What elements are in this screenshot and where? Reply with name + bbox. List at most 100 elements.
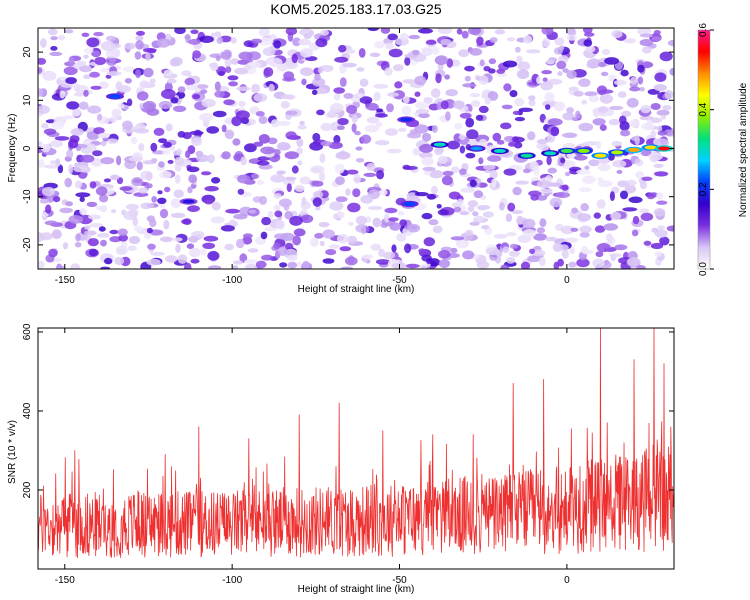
spectrogram-cell [608,75,615,82]
spectrogram-cell [469,93,481,98]
spectrogram-cell [280,100,290,109]
spectrogram-cell [94,57,107,65]
spectrogram-cell [339,246,352,252]
spectrogram-cell [221,124,227,133]
spectrogram-cell [243,233,253,239]
spectrogram-cell [528,190,542,197]
spectrogram-cell [669,67,674,76]
spectrogram-cell [286,183,292,193]
spectrogram-cell [259,195,267,205]
spectrogram-cell [83,230,97,236]
spectrogram-cell [468,28,481,35]
spectrogram-cell [634,135,640,146]
spectrogram-cell [649,117,662,124]
spectrogram-cell [459,112,472,119]
spectrogram-cell [545,104,551,110]
snr-x-tick-label: -100 [222,575,242,586]
spectrogram-cell [145,171,153,181]
spectrogram-cell [653,30,661,35]
spectrogram-cell [159,170,172,179]
spectrogram-cell [547,167,557,174]
spectrogram-cell [487,155,502,162]
spectrogram-cell [666,225,674,232]
spectrogram-cell [210,62,219,71]
spectrogram-cell [418,112,430,119]
spectrogram-cell [533,166,540,176]
spectrogram-cell [187,186,193,194]
spectrogram-cell [593,107,599,118]
spectrogram-cell [651,227,659,233]
spectrogram-cell [508,141,516,147]
spectrogram-cell [373,91,381,101]
spectrogram-cell [379,189,388,196]
snr-x-ticks: -150 -100 -50 0 [55,328,570,586]
spectrogram-cell [60,83,74,88]
spectrogram-cell [147,48,157,54]
spectrogram-cell [157,197,167,204]
spectrogram-cell [347,235,358,244]
spectrogram-cell [465,229,474,236]
spectrogram-cell [515,46,521,53]
spectrogram-cell [76,60,87,67]
spectrogram-cell [582,175,596,184]
spectrogram-cell [51,229,62,240]
spectrogram-cell [317,66,324,74]
spectrogram-cell [576,258,590,268]
spectrogram-cell [356,67,365,72]
spectrogram-cell [73,165,88,173]
spectrogram-cell [339,77,347,87]
spectrogram-cell [293,228,306,237]
snr-x-axis-label: Height of straight line (km) [298,584,415,595]
spectrogram-cell [300,48,313,58]
spectrogram-cell [650,103,661,110]
spectrogram-cell [506,257,516,264]
spectrogram-cell [132,217,139,227]
spectrogram-cell [38,141,43,146]
spectrogram-cell [243,64,253,71]
spectrogram-cell [96,233,110,238]
spectrogram-cell [41,123,49,129]
spectrogram-cell [653,84,667,92]
spectrogram-cell [312,197,322,207]
snr-x-tick-label: 0 [564,575,570,586]
spectrogram-cell [612,160,627,168]
spectrogram-cell [650,242,664,250]
spectrogram-cell [597,180,613,188]
spectrogram-cell [81,32,90,37]
spectrogram-cell [116,85,132,93]
spectrogram-cell [92,150,103,157]
spectrogram-cell [188,174,197,184]
spectrogram-cell [273,40,282,49]
spectrogram-cell [235,110,250,120]
spectrogram-cell [389,222,402,231]
spectrogram-cell [363,172,377,177]
spectrogram-cell [320,122,333,132]
spectrogram-cell [354,130,361,136]
spectrogram-cell [456,28,463,35]
spectrogram-cell [364,124,379,133]
spectrogram-cell [641,176,653,181]
spectrogram-cell [78,65,93,73]
spectrogram-cell [635,171,644,179]
spectrogram-cell [384,213,390,223]
spectrogram-cell [659,236,670,246]
spectrogram-cell [228,81,239,87]
spectrogram-cell [565,28,576,35]
spectrogram-cell [39,198,49,204]
spectrogram-cell [124,78,132,84]
spectrogram-cell [485,247,500,256]
spectrogram-cell [174,28,186,35]
spectrogram-cell [442,170,454,177]
snr-y-axis-label: SNR (10 * v/v) [7,420,18,484]
spectrogram-x-tick-label: -50 [392,275,407,286]
spectrogram-feature [493,148,506,153]
spectrogram-cell [627,257,641,267]
spectrogram-x-ticks: -150 -100 -50 0 [55,28,570,286]
spectrogram-cell [430,88,441,98]
spectrogram-cell [360,195,374,204]
spectrogram-cell [479,59,485,67]
spectrogram-cell [170,97,179,104]
spectrogram-cell [214,81,221,91]
spectrogram-cell [134,225,144,232]
spectrogram-cell [459,211,470,216]
